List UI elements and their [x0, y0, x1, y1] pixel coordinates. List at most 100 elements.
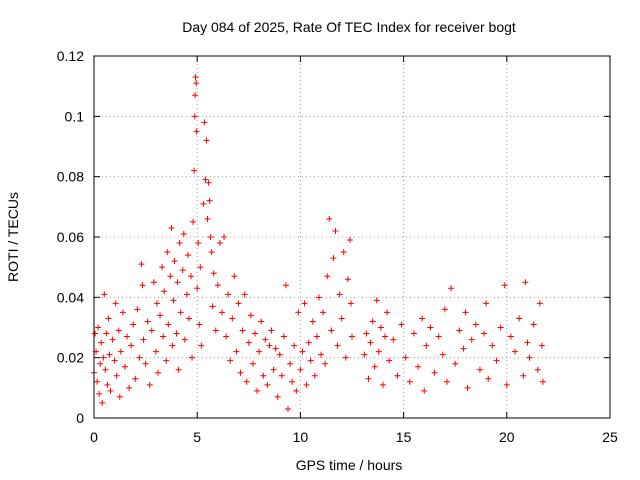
- data-point: [117, 348, 124, 355]
- data-point: [160, 333, 167, 340]
- data-point: [169, 342, 176, 349]
- data-point: [270, 366, 277, 373]
- x-tick-label: 20: [499, 429, 515, 445]
- data-point: [115, 327, 122, 334]
- data-point: [241, 291, 248, 298]
- data-point: [516, 315, 523, 322]
- data-point: [330, 255, 337, 262]
- y-tick-label: 0.1: [65, 108, 85, 124]
- data-point: [297, 366, 304, 373]
- data-point: [489, 342, 496, 349]
- data-point: [266, 342, 273, 349]
- data-point: [507, 333, 514, 340]
- data-point: [168, 224, 175, 231]
- data-point: [512, 348, 519, 355]
- data-point: [124, 333, 131, 340]
- data-point: [111, 357, 118, 364]
- data-point: [157, 312, 164, 319]
- data-point: [410, 330, 417, 337]
- data-point: [520, 372, 527, 379]
- data-point: [223, 333, 230, 340]
- data-point: [256, 348, 263, 355]
- data-point: [179, 267, 186, 274]
- data-point: [209, 303, 216, 310]
- data-point: [272, 345, 279, 352]
- y-tick-label: 0.12: [57, 48, 84, 64]
- data-point: [456, 327, 463, 334]
- data-point: [193, 80, 200, 87]
- data-point: [384, 309, 391, 316]
- data-point: [192, 74, 199, 81]
- data-point: [452, 360, 459, 367]
- data-point: [106, 351, 113, 358]
- data-point: [95, 324, 102, 331]
- data-point: [134, 306, 141, 313]
- data-point: [191, 167, 198, 174]
- y-axis-label: ROTI / TECUs: [5, 192, 21, 282]
- data-point: [260, 372, 267, 379]
- data-point: [468, 336, 475, 343]
- data-point: [251, 330, 258, 337]
- data-point: [159, 264, 166, 271]
- data-point: [235, 300, 242, 307]
- data-point: [206, 197, 213, 204]
- data-point: [338, 315, 345, 322]
- data-point: [441, 306, 448, 313]
- data-point: [539, 378, 546, 385]
- data-point: [167, 273, 174, 280]
- data-point: [481, 330, 488, 337]
- data-point: [177, 309, 184, 316]
- data-point: [291, 342, 298, 349]
- data-point: [136, 354, 143, 361]
- data-point: [431, 369, 438, 376]
- data-point: [524, 339, 531, 346]
- data-point: [146, 381, 153, 388]
- data-point: [305, 339, 312, 346]
- data-point: [148, 327, 155, 334]
- data-point: [538, 342, 545, 349]
- data-point: [119, 309, 126, 316]
- data-point: [313, 333, 320, 340]
- data-point: [205, 179, 212, 186]
- data-point: [184, 252, 191, 259]
- data-point: [181, 336, 188, 343]
- data-point: [170, 297, 177, 304]
- data-point: [139, 282, 146, 289]
- data-point: [332, 227, 339, 234]
- data-point: [104, 381, 111, 388]
- data-points: [91, 74, 546, 412]
- data-point: [201, 119, 208, 126]
- x-tick-label: 0: [90, 429, 98, 445]
- data-point: [208, 249, 215, 256]
- data-point: [326, 215, 333, 222]
- data-point: [195, 240, 202, 247]
- data-point: [126, 384, 133, 391]
- data-point: [303, 381, 310, 388]
- data-point: [142, 360, 149, 367]
- data-point: [476, 366, 483, 373]
- data-point: [221, 234, 228, 240]
- data-point: [175, 366, 182, 373]
- data-point: [258, 318, 265, 325]
- data-point: [268, 327, 275, 334]
- data-point: [216, 240, 223, 247]
- data-point: [328, 327, 335, 334]
- data-point: [132, 375, 139, 382]
- data-point: [460, 345, 467, 352]
- data-point: [439, 351, 446, 358]
- data-point: [165, 321, 172, 328]
- data-point: [188, 273, 195, 280]
- data-point: [375, 348, 382, 355]
- data-point: [501, 282, 508, 289]
- data-point: [214, 282, 221, 289]
- data-point: [289, 378, 296, 385]
- data-point: [382, 333, 389, 340]
- data-point: [443, 378, 450, 385]
- data-point: [185, 315, 192, 322]
- data-point: [344, 276, 351, 283]
- x-axis-label: GPS time / hours: [296, 457, 403, 473]
- data-point: [190, 218, 197, 225]
- data-point: [285, 405, 292, 412]
- data-point: [121, 363, 128, 370]
- data-point: [210, 270, 217, 277]
